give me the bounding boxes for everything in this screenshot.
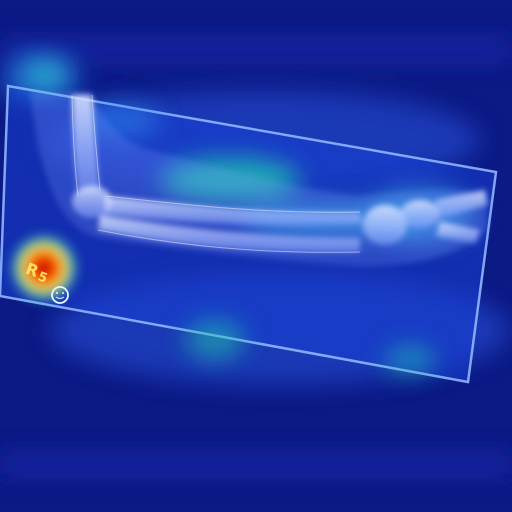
bone-edges [71, 94, 361, 253]
heatmap-high-activation [10, 234, 78, 302]
marker-circle-icon [51, 286, 69, 304]
marker-letter: R [23, 259, 41, 281]
forearm-bones [30, 92, 488, 267]
